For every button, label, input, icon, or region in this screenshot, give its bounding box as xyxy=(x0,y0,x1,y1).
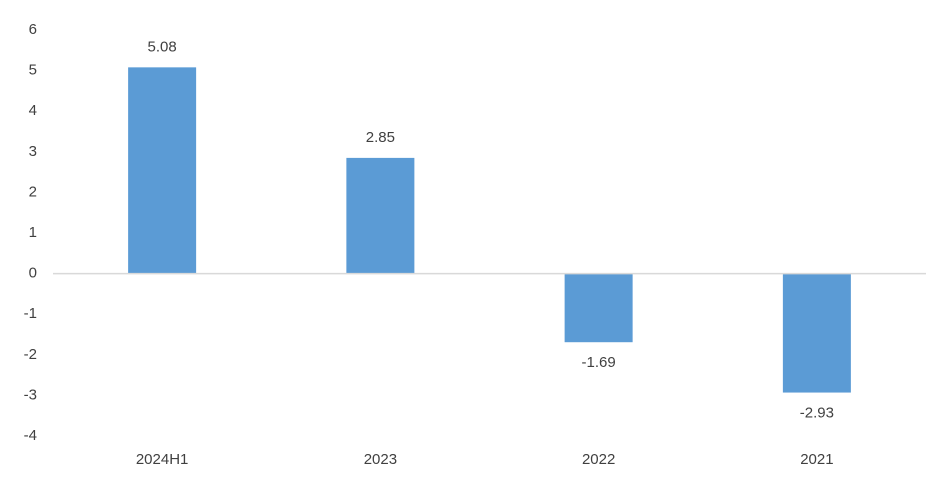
y-tick-label: 4 xyxy=(29,102,37,119)
bar xyxy=(346,157,415,274)
bar xyxy=(782,273,851,393)
y-tick-label: -3 xyxy=(24,386,37,403)
bar xyxy=(564,273,633,343)
x-tick-label: 2022 xyxy=(582,451,615,468)
y-tick-label: 3 xyxy=(29,143,37,160)
y-tick-label: -1 xyxy=(24,305,37,322)
data-label: -1.69 xyxy=(582,354,616,371)
data-label: 2.85 xyxy=(366,129,395,146)
x-tick-label: 2023 xyxy=(364,451,397,468)
y-tick-label: 6 xyxy=(29,21,37,38)
data-label: 5.08 xyxy=(148,38,177,55)
y-tick-label: 2 xyxy=(29,183,37,200)
y-tick-label: 5 xyxy=(29,62,37,79)
bar xyxy=(128,67,197,274)
y-tick-label: -4 xyxy=(24,427,37,444)
x-tick-label: 2024H1 xyxy=(136,451,189,468)
y-tick-label: -2 xyxy=(24,346,37,363)
x-tick-label: 2021 xyxy=(800,451,833,468)
data-label: -2.93 xyxy=(800,405,834,422)
y-tick-label: 1 xyxy=(29,224,37,241)
y-tick-label: 0 xyxy=(29,265,37,282)
